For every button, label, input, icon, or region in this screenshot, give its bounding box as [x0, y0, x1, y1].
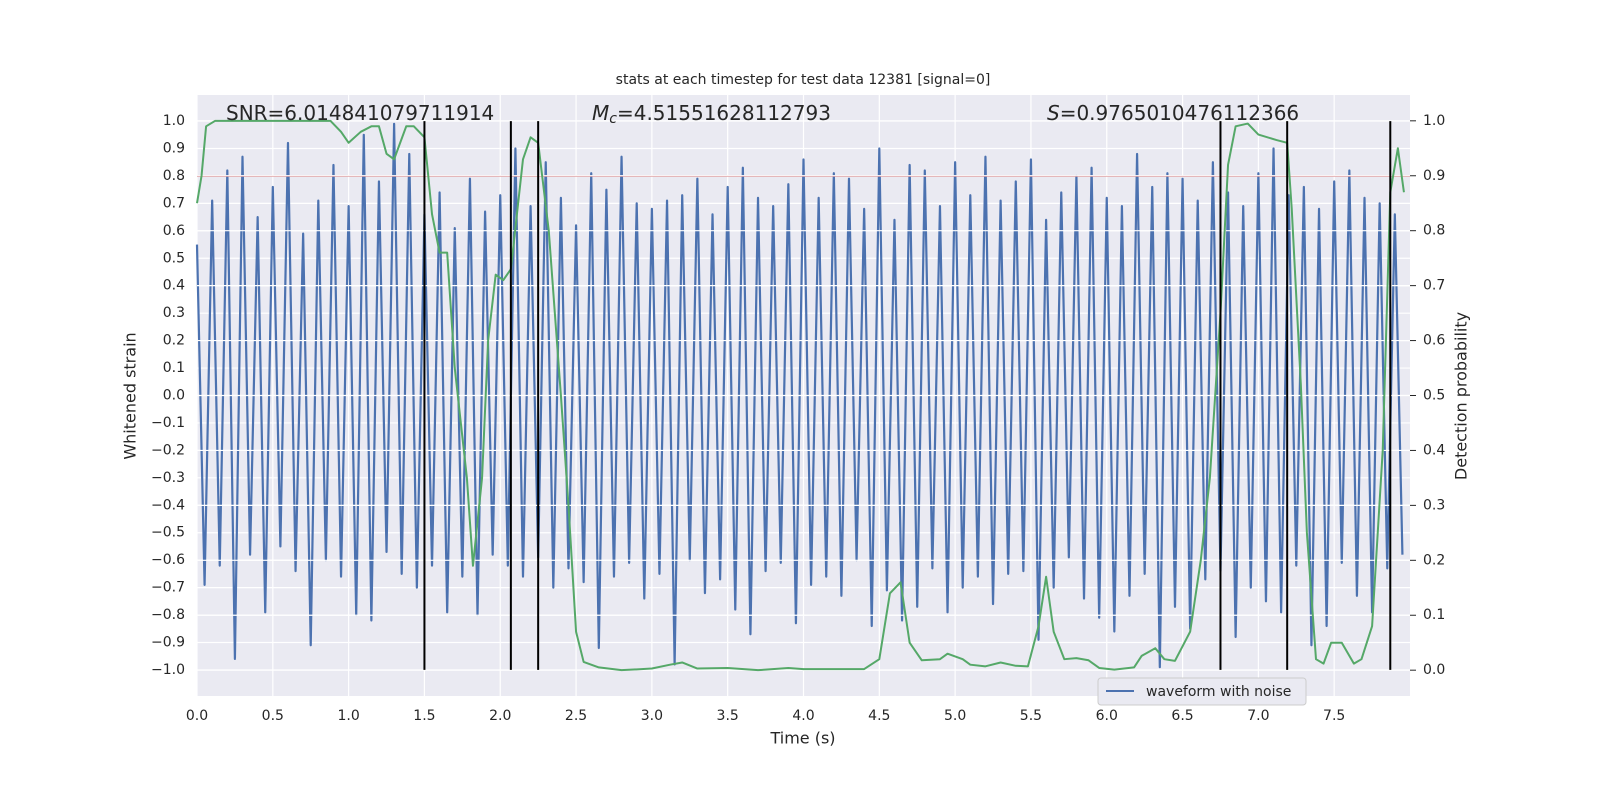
x-tick-label: 6.0	[1096, 708, 1118, 724]
x-tick-label: 6.5	[1171, 708, 1193, 724]
y-tick-label: −0.8	[151, 607, 185, 623]
y-tick-label: −0.3	[151, 470, 185, 486]
y-tick-label: 0.1	[163, 360, 185, 376]
y-tick-label: 0.0	[163, 388, 185, 404]
y-tick-label: −0.4	[151, 497, 185, 513]
overlay-layer	[196, 119, 1410, 672]
legend-label: waveform with noise	[1146, 684, 1291, 700]
x-tick-label: 0.0	[186, 708, 208, 724]
y-tick-label: 1.0	[163, 113, 185, 129]
x-tick-label: 5.5	[1020, 708, 1042, 724]
y-axis-label: Whitened strain	[121, 332, 140, 459]
waveform-layer	[195, 122, 1404, 669]
y-tick-label: 0.7	[163, 195, 185, 211]
y-tick-label: −0.9	[151, 634, 185, 650]
annotation: Mc=4.51551628112793	[592, 101, 831, 128]
y-tick-label: −0.2	[151, 442, 185, 458]
y2-tick-label: 0.4	[1423, 442, 1445, 458]
x-tick-label: 4.5	[868, 708, 890, 724]
y2-tick-label: 0.7	[1423, 278, 1445, 294]
annotation-text: =0.9765010476112366	[1060, 101, 1299, 125]
x-tick-label: 5.0	[944, 708, 966, 724]
y-tick-label: 0.2	[163, 333, 185, 349]
x-tick-label: 7.5	[1323, 708, 1345, 724]
y2-tick-label: 0.3	[1423, 497, 1445, 513]
x-tick-label: 2.5	[565, 708, 587, 724]
y2-tick-label: 0.8	[1423, 223, 1445, 239]
x-tick-label: 7.0	[1247, 708, 1269, 724]
y2-tick-label: 0.6	[1423, 333, 1445, 349]
y2-axis-label: Detection probability	[1452, 312, 1471, 480]
annotation-text: =4.51551628112793	[617, 101, 831, 125]
y2-tick-label: 0.5	[1423, 388, 1445, 404]
x-tick-label: 3.5	[717, 708, 739, 724]
x-tick-label: 4.0	[792, 708, 814, 724]
y-tick-label: −0.7	[151, 580, 185, 596]
legend-box	[1097, 677, 1307, 706]
y-tick-label: −0.6	[151, 552, 185, 568]
x-tick-label: 0.5	[262, 708, 284, 724]
y2-tick-label: 0.1	[1423, 607, 1445, 623]
y2-tick-label: 1.0	[1423, 113, 1445, 129]
annotation: SNR=6.014841079711914	[226, 101, 494, 125]
x-tick-label: 3.0	[641, 708, 663, 724]
y-tick-label: 0.8	[163, 168, 185, 184]
y-tick-label: 0.3	[163, 305, 185, 321]
annotation: S=0.9765010476112366	[1047, 101, 1299, 125]
y-tick-label: −1.0	[151, 662, 185, 678]
y-tick-label: 0.6	[163, 223, 185, 239]
chart-title: stats at each timestep for test data 123…	[616, 72, 991, 88]
annotation-subscript: c	[609, 111, 617, 127]
y2-tick-label: 0.0	[1423, 662, 1445, 678]
waveform-line	[195, 122, 1404, 669]
annotation-text: SNR=6.014841079711914	[226, 101, 494, 125]
x-axis-label: Time (s)	[769, 729, 835, 748]
x-tick-label: 1.5	[413, 708, 435, 724]
x-tick-label: 2.0	[489, 708, 511, 724]
y2-tick-label: 0.2	[1423, 552, 1445, 568]
x-tick-label: 1.0	[337, 708, 359, 724]
y-tick-label: −0.1	[151, 415, 185, 431]
y-tick-label: −0.5	[151, 525, 185, 541]
y2-tick-label: 0.9	[1423, 168, 1445, 184]
y-tick-label: 0.5	[163, 250, 185, 266]
y-tick-label: 0.4	[163, 278, 185, 294]
annotation-symbol: M	[592, 101, 609, 125]
annotation-symbol: S	[1047, 101, 1060, 125]
y-tick-label: 0.9	[163, 141, 185, 157]
probability-line	[196, 119, 1405, 672]
